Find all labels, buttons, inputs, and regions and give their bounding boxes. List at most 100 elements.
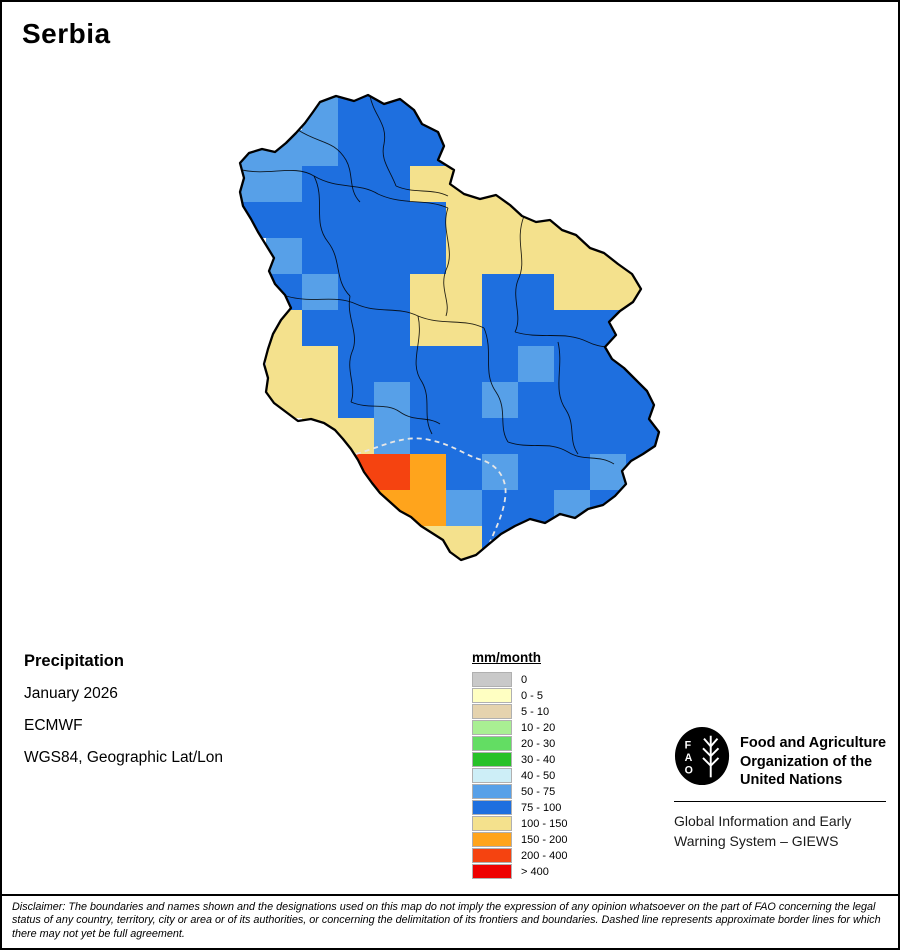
legend-swatch [472, 720, 512, 735]
grid-cell [446, 130, 482, 166]
district-line [313, 175, 351, 297]
legend-swatch [472, 704, 512, 719]
grid-cell [338, 202, 374, 238]
grid-cell [446, 310, 482, 346]
grid-cell [518, 346, 554, 382]
legend-swatch [472, 800, 512, 815]
grid-cell [410, 166, 446, 202]
grid-cell [590, 418, 626, 454]
legend-label: 5 - 10 [521, 705, 550, 718]
grid-cell [446, 418, 482, 454]
district-line [285, 295, 485, 329]
district-line [241, 169, 449, 209]
grid-cell [446, 454, 482, 490]
grid-cell [302, 166, 338, 202]
disclaimer-text: Disclaimer: The boundaries and names sho… [12, 900, 881, 941]
giews-line: Global Information and Early [674, 812, 852, 829]
legend-swatch [472, 784, 512, 799]
grid-cell [482, 310, 518, 346]
legend-label: 200 - 400 [521, 849, 568, 862]
legend-label: 20 - 30 [521, 737, 556, 750]
grid-cell [446, 382, 482, 418]
legend-entry: 100 - 150 [472, 816, 567, 831]
grid-cell [302, 274, 338, 310]
grid-cell [626, 454, 659, 490]
legend-label: > 400 [521, 865, 549, 878]
grid-cell [590, 454, 626, 490]
grid-cell [590, 310, 626, 346]
grid-cell [518, 418, 554, 454]
grid-cell [446, 526, 482, 560]
district-line [415, 315, 433, 435]
grid-cell [374, 130, 410, 166]
legend: mm/month 0 0 - 5 5 - 10 10 - 20 20 - 30 30 - … [472, 650, 567, 880]
grid-cell [266, 166, 302, 202]
grid-cell [240, 130, 266, 166]
map-source-label: ECMWF [24, 717, 83, 734]
divider-line [674, 800, 886, 802]
legend-swatch [472, 736, 512, 751]
grid-cell [482, 490, 518, 526]
grid-cell [266, 346, 302, 382]
serbia-precipitation-map [238, 93, 661, 562]
grid-cell [518, 310, 554, 346]
grid-cell [302, 418, 338, 454]
grid-cell [446, 346, 482, 382]
map-projection-label: WGS84, Geographic Lat/Lon [24, 749, 224, 766]
grid-cell [374, 382, 410, 418]
grid-cell [338, 346, 374, 382]
grid-cell [338, 238, 374, 274]
grid-cell [482, 274, 518, 310]
grid-cell [302, 95, 338, 130]
fao-logo-letter: F [685, 739, 692, 751]
grid-cell [410, 346, 446, 382]
grid-cell [482, 238, 518, 274]
grid-cell [518, 238, 554, 274]
org-name-line: United Nations [740, 772, 843, 788]
map-info-block: Precipitation January 2026 ECMWF WGS84, … [24, 652, 223, 781]
legend-entry: 5 - 10 [472, 704, 567, 719]
legend-entry: 150 - 200 [472, 832, 567, 847]
map-variable-label: Precipitation [24, 652, 124, 670]
legend-swatch [472, 768, 512, 783]
grid-cell [302, 238, 338, 274]
legend-swatch [472, 832, 512, 847]
legend-entry: 200 - 400 [472, 848, 567, 863]
grid-cell [266, 238, 302, 274]
legend-swatch [472, 672, 512, 687]
legend-entry: 0 - 5 [472, 688, 567, 703]
grid-cell [266, 130, 302, 166]
grid-cell [554, 274, 590, 310]
grid-cell [410, 274, 446, 310]
grid-cell [374, 490, 410, 526]
district-line [443, 207, 450, 317]
grid-cell [302, 346, 338, 382]
district-line [369, 95, 397, 187]
legend-entry: 20 - 30 [472, 736, 567, 751]
legend-title: mm/month [472, 650, 541, 665]
org-name-line: Food and Agriculture [740, 735, 887, 751]
grid-cell [626, 274, 659, 310]
grid-cell [518, 382, 554, 418]
country-outline [238, 93, 661, 562]
legend-swatch [472, 864, 512, 879]
legend-entry: 10 - 20 [472, 720, 567, 735]
fao-logo: F A O [674, 727, 730, 786]
legend-entry: 30 - 40 [472, 752, 567, 767]
legend-label: 30 - 40 [521, 753, 556, 766]
fao-logo-letter: O [685, 764, 693, 776]
fao-block: F A O Food and Agriculture Organization … [674, 726, 888, 851]
legend-entry: 50 - 75 [472, 784, 567, 799]
legend-label: 0 [521, 673, 528, 686]
legend-entry: > 400 [472, 864, 567, 879]
legend-label: 50 - 75 [521, 785, 556, 798]
legend-entry: 75 - 100 [472, 800, 567, 815]
org-name-line: Organization of the [740, 753, 873, 770]
fao-logo-letter: A [685, 752, 693, 764]
grid-cell [410, 454, 446, 490]
grid-cell [338, 454, 374, 490]
grid-cell [338, 274, 374, 310]
district-line [348, 295, 355, 403]
page-title: Serbia [22, 18, 111, 49]
legend-label: 40 - 50 [521, 769, 556, 782]
